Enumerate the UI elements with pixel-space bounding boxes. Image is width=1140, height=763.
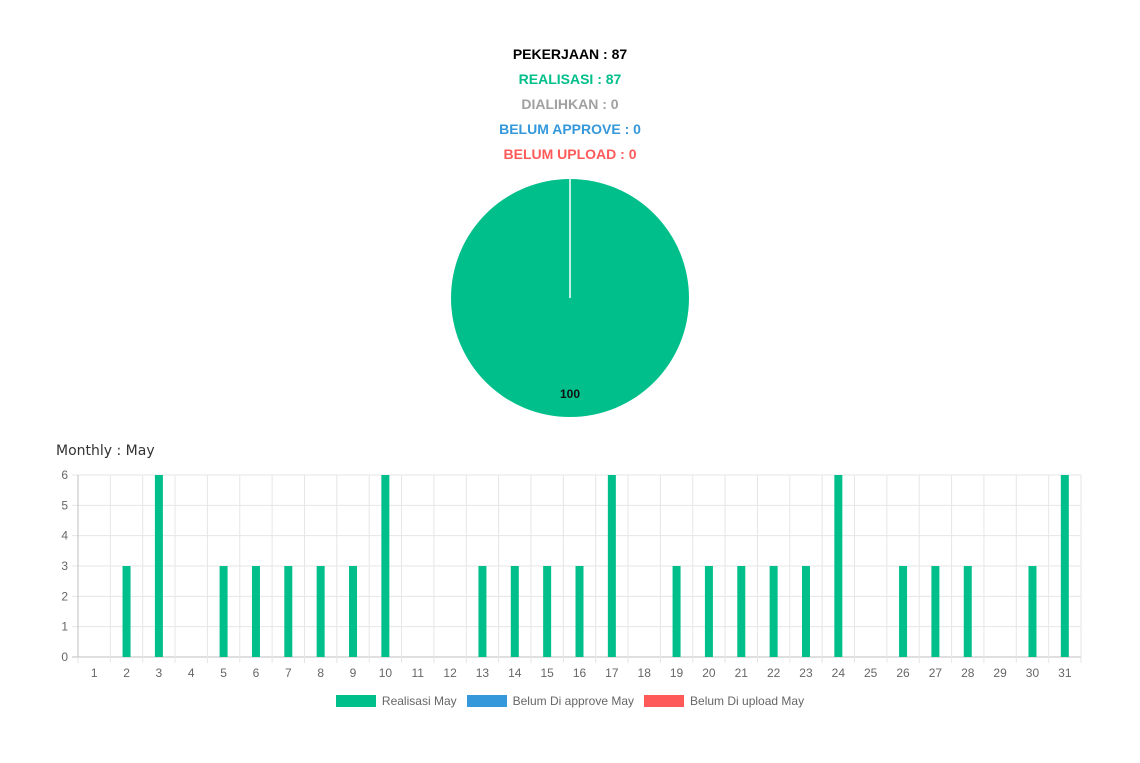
legend-label: Belum Di upload May — [690, 694, 805, 708]
bar-realisasi-may-day-22[interactable] — [769, 566, 778, 657]
x-tick-label: 15 — [540, 666, 554, 680]
x-tick-label: 30 — [1026, 666, 1040, 680]
pie-chart: 100 — [451, 179, 689, 417]
x-tick-label: 16 — [573, 666, 587, 680]
x-tick-label: 5 — [220, 666, 227, 680]
x-tick-label: 10 — [379, 666, 393, 680]
bar-realisasi-may-day-17[interactable] — [607, 475, 616, 657]
y-tick-label: 4 — [61, 529, 68, 543]
bar-realisasi-may-day-21[interactable] — [737, 566, 746, 657]
x-tick-label: 20 — [702, 666, 716, 680]
bar-realisasi-may-day-24[interactable] — [834, 475, 843, 657]
x-tick-label: 9 — [350, 666, 357, 680]
bar-realisasi-may-day-30[interactable] — [1028, 566, 1037, 657]
x-tick-label: 29 — [993, 666, 1007, 680]
legend-swatch — [644, 695, 685, 707]
x-tick-label: 26 — [896, 666, 910, 680]
x-tick-label: 31 — [1058, 666, 1072, 680]
x-tick-label: 25 — [864, 666, 878, 680]
legend-item-2[interactable]: Belum Di upload May — [644, 694, 804, 708]
y-tick-label: 2 — [61, 589, 68, 603]
x-tick-label: 28 — [961, 666, 975, 680]
bar-realisasi-may-day-8[interactable] — [316, 566, 325, 657]
belum-upload-count: BELUM UPLOAD : 0 — [503, 146, 637, 162]
y-tick-label: 5 — [61, 498, 68, 512]
x-tick-label: 11 — [411, 666, 424, 680]
y-tick-label: 1 — [61, 620, 68, 634]
bar-realisasi-may-day-27[interactable] — [931, 566, 940, 657]
bar-realisasi-may-day-9[interactable] — [349, 566, 358, 657]
x-tick-label: 1 — [91, 666, 98, 680]
bar-realisasi-may-day-6[interactable] — [251, 566, 260, 657]
x-tick-label: 8 — [317, 666, 324, 680]
x-tick-label: 7 — [285, 666, 292, 680]
pie-slice-label: 100 — [560, 387, 580, 401]
bar-realisasi-may-day-16[interactable] — [575, 566, 584, 657]
bar-realisasi-may-day-5[interactable] — [219, 566, 228, 657]
legend-label: Realisasi May — [381, 694, 457, 708]
legend-item-1[interactable]: Belum Di approve May — [466, 694, 635, 708]
x-tick-label: 24 — [832, 666, 846, 680]
monthly-title: Monthly : May — [56, 443, 155, 459]
x-tick-label: 4 — [188, 666, 195, 680]
summary-block: PEKERJAAN : 87 REALISASI : 87 DIALIHKAN … — [0, 42, 1140, 167]
bar-realisasi-may-day-15[interactable] — [543, 566, 552, 657]
x-tick-label: 22 — [767, 666, 781, 680]
legend-swatch — [335, 695, 376, 707]
bar-realisasi-may-day-28[interactable] — [963, 566, 972, 657]
bar-realisasi-may-day-2[interactable] — [122, 566, 131, 657]
bar-realisasi-may-day-10[interactable] — [381, 475, 390, 657]
pekerjaan-count: PEKERJAAN : 87 — [512, 46, 628, 62]
x-tick-label: 21 — [735, 666, 749, 680]
y-tick-label: 0 — [61, 650, 68, 664]
bar-realisasi-may-day-23[interactable] — [801, 566, 810, 657]
x-tick-label: 23 — [799, 666, 813, 680]
x-tick-label: 13 — [476, 666, 490, 680]
bar-realisasi-may-day-20[interactable] — [704, 566, 713, 657]
x-tick-label: 19 — [670, 666, 684, 680]
legend-swatch — [466, 695, 507, 707]
x-tick-label: 27 — [929, 666, 943, 680]
x-tick-label: 6 — [253, 666, 260, 680]
bar-realisasi-may-day-19[interactable] — [672, 566, 681, 657]
x-tick-label: 17 — [605, 666, 619, 680]
bar-realisasi-may-day-7[interactable] — [284, 566, 293, 657]
bar-realisasi-may-day-31[interactable] — [1060, 475, 1069, 657]
bar-realisasi-may-day-14[interactable] — [510, 566, 519, 657]
x-tick-label: 2 — [123, 666, 130, 680]
y-tick-label: 3 — [61, 559, 68, 573]
belum-approve-count: BELUM APPROVE : 0 — [499, 121, 641, 137]
bar-realisasi-may-day-3[interactable] — [154, 475, 163, 657]
legend-item-0[interactable]: Realisasi May — [335, 694, 457, 708]
y-tick-label: 6 — [61, 468, 68, 482]
bar-realisasi-may-day-26[interactable] — [899, 566, 908, 657]
realisasi-count: REALISASI : 87 — [518, 71, 622, 87]
dialihkan-count: DIALIHKAN : 0 — [521, 96, 619, 112]
x-tick-label: 18 — [638, 666, 652, 680]
legend-label: Belum Di approve May — [512, 694, 635, 708]
x-tick-label: 14 — [508, 666, 522, 680]
x-tick-label: 12 — [443, 666, 457, 680]
bar-realisasi-may-day-13[interactable] — [478, 566, 487, 657]
bar-legend: Realisasi May Belum Di approve May Belum D… — [0, 694, 1140, 708]
x-tick-label: 3 — [156, 666, 163, 680]
